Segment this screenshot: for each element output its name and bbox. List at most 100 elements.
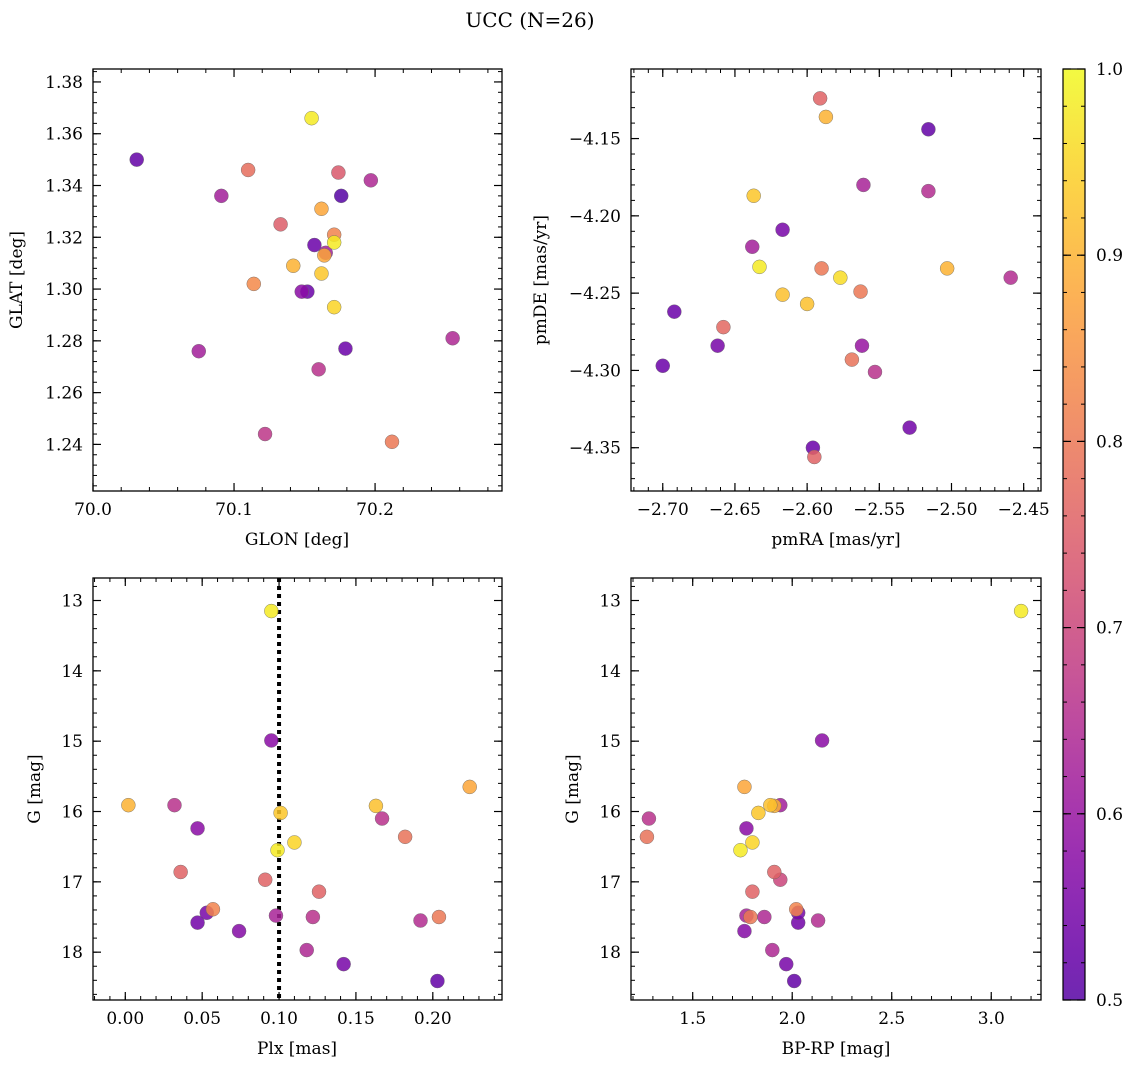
data-point bbox=[317, 248, 332, 263]
data-point bbox=[1013, 603, 1029, 619]
data-point bbox=[331, 165, 346, 180]
data-point bbox=[258, 872, 273, 887]
data-point bbox=[1003, 270, 1018, 285]
data-point bbox=[745, 239, 760, 254]
y-tick-label: −4.20 bbox=[569, 207, 621, 227]
data-point bbox=[326, 299, 342, 315]
data-point bbox=[314, 201, 329, 217]
x-tick-label: 2.5 bbox=[878, 1009, 905, 1029]
data-point bbox=[368, 798, 384, 814]
data-point bbox=[190, 915, 205, 930]
y-tick-label: 1.26 bbox=[45, 384, 83, 404]
data-point bbox=[273, 805, 288, 821]
x-tick-label: 0.15 bbox=[337, 1009, 375, 1029]
data-point bbox=[757, 909, 772, 925]
data-point bbox=[445, 331, 460, 346]
data-point bbox=[767, 864, 782, 880]
data-point bbox=[867, 364, 883, 380]
x-tick-label: 0.05 bbox=[183, 1009, 221, 1029]
y-tick-label: 14 bbox=[61, 662, 83, 682]
data-point bbox=[190, 821, 205, 836]
data-point bbox=[775, 287, 790, 302]
data-point bbox=[902, 420, 917, 435]
data-point bbox=[246, 276, 261, 292]
x-axis-label: Plx [mas] bbox=[257, 1039, 337, 1059]
plot-frame bbox=[92, 68, 503, 492]
y-tick-label: 18 bbox=[599, 943, 621, 963]
data-point bbox=[710, 338, 725, 353]
colorbar-tick-label: 1.0 bbox=[1096, 60, 1123, 80]
y-tick-label: 1.32 bbox=[45, 228, 83, 248]
data-point bbox=[844, 352, 860, 367]
y-axis-label: G [mag] bbox=[25, 754, 45, 823]
data-point bbox=[121, 797, 136, 813]
y-tick-label: 1.34 bbox=[45, 177, 83, 197]
y-tick-label: −4.15 bbox=[569, 130, 621, 150]
data-point bbox=[787, 973, 802, 989]
data-point bbox=[745, 884, 760, 899]
figure-title: UCC (N=26) bbox=[465, 8, 594, 32]
colorbar-tick-label: 0.7 bbox=[1096, 619, 1123, 639]
data-point bbox=[326, 235, 342, 250]
data-point bbox=[921, 183, 936, 199]
colorbar-tick-label: 0.9 bbox=[1096, 246, 1123, 266]
x-tick-label: 0.00 bbox=[106, 1009, 144, 1029]
data-point bbox=[812, 91, 828, 106]
y-tick-label: −4.35 bbox=[569, 439, 621, 459]
data-point bbox=[231, 923, 247, 939]
panel-3: 0.00 0.05 0.10 0.15 0.20 13 14 15 16 17 18 Plx [mas… bbox=[25, 577, 503, 1059]
y-axis-label: GLAT [deg] bbox=[7, 231, 27, 329]
data-point bbox=[334, 188, 349, 204]
data-point bbox=[431, 909, 447, 925]
data-point bbox=[807, 449, 822, 465]
x-tick-label: −2.45 bbox=[998, 500, 1050, 520]
y-tick-label: 18 bbox=[61, 943, 83, 963]
panel-1: 70.0 70.1 70.2 1.24 1.26 1.28 1.30 1.32 1.34 1.36… bbox=[7, 68, 503, 550]
y-tick-label: 16 bbox=[599, 803, 621, 823]
data-point bbox=[737, 923, 752, 939]
x-tick-label: 0.20 bbox=[414, 1009, 452, 1029]
data-point bbox=[374, 811, 390, 826]
y-tick-label: 1.28 bbox=[45, 332, 83, 352]
x-axis-label: pmRA [mas/yr] bbox=[771, 530, 900, 550]
data-point bbox=[854, 338, 870, 353]
data-point bbox=[765, 942, 780, 958]
data-point bbox=[304, 110, 319, 126]
data-point bbox=[462, 779, 477, 795]
data-point bbox=[268, 908, 284, 923]
x-tick-label: −2.70 bbox=[637, 500, 689, 520]
data-point bbox=[655, 358, 670, 373]
data-point bbox=[763, 797, 778, 813]
y-tick-label: 17 bbox=[61, 873, 83, 893]
colorbar: 0.5 0.6 0.7 0.8 0.9 1.0 bbox=[1062, 60, 1123, 1011]
data-point bbox=[799, 296, 815, 312]
data-point bbox=[338, 341, 353, 356]
y-tick-label: 13 bbox=[61, 592, 83, 612]
data-point bbox=[814, 261, 829, 276]
y-tick-label: 1.30 bbox=[45, 280, 83, 300]
data-point bbox=[191, 343, 206, 359]
y-tick-label: −4.30 bbox=[569, 361, 621, 381]
x-tick-label: 70.2 bbox=[356, 500, 394, 520]
data-point bbox=[818, 109, 834, 125]
data-point bbox=[167, 797, 182, 813]
data-point bbox=[294, 284, 309, 299]
data-point bbox=[264, 733, 279, 748]
data-point bbox=[746, 188, 761, 203]
y-tick-label: 1.38 bbox=[45, 73, 83, 93]
panel-4: 1.5 2.0 2.5 3.0 13 14 15 16 17 18 BP-RP [mag] G [ma… bbox=[563, 577, 1042, 1059]
data-point bbox=[240, 162, 256, 178]
data-point bbox=[751, 805, 766, 821]
x-tick-label: −2.65 bbox=[709, 500, 761, 520]
data-point bbox=[641, 811, 657, 826]
data-point bbox=[413, 913, 428, 928]
y-axis-label: pmDE [mas/yr] bbox=[531, 215, 551, 345]
data-point bbox=[430, 973, 445, 989]
data-point bbox=[311, 362, 326, 377]
data-point bbox=[639, 829, 655, 845]
data-point bbox=[205, 902, 221, 917]
data-point bbox=[305, 909, 321, 925]
data-point bbox=[273, 217, 288, 232]
data-point bbox=[667, 304, 682, 319]
